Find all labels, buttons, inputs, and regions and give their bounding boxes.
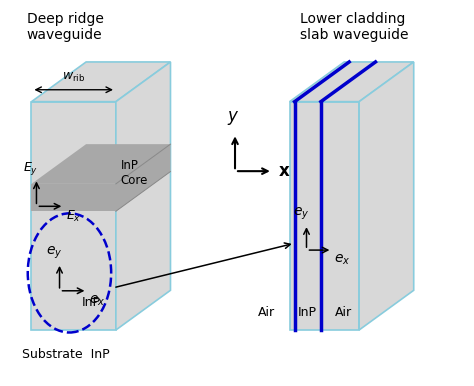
Text: InP: InP: [82, 296, 101, 309]
Text: InP
Core: InP Core: [121, 159, 148, 187]
Text: Air: Air: [258, 306, 275, 318]
Polygon shape: [290, 62, 414, 102]
Polygon shape: [31, 184, 116, 211]
Text: $\mathbf{x}$: $\mathbf{x}$: [278, 162, 290, 180]
Polygon shape: [31, 144, 171, 184]
Text: Air: Air: [335, 306, 352, 318]
Text: $E_x$: $E_x$: [66, 209, 82, 224]
Text: $E_y$: $E_y$: [23, 159, 38, 176]
Text: $e_x$: $e_x$: [89, 294, 106, 308]
Text: Substrate  InP: Substrate InP: [21, 348, 109, 361]
Text: $e_y$: $e_y$: [46, 245, 62, 261]
Text: Lower cladding
slab waveguide: Lower cladding slab waveguide: [300, 12, 408, 42]
Text: Deep ridge
waveguide: Deep ridge waveguide: [27, 12, 103, 42]
Polygon shape: [31, 62, 171, 102]
Text: $w_{\mathrm{rib}}$: $w_{\mathrm{rib}}$: [62, 71, 85, 84]
Polygon shape: [359, 62, 414, 330]
Polygon shape: [116, 62, 171, 330]
Text: $y$: $y$: [227, 110, 239, 127]
Text: InP: InP: [298, 306, 317, 318]
Polygon shape: [290, 102, 359, 330]
Polygon shape: [116, 144, 171, 211]
Polygon shape: [31, 102, 116, 330]
Text: $e_x$: $e_x$: [334, 253, 351, 267]
Text: $e_y$: $e_y$: [292, 206, 309, 222]
